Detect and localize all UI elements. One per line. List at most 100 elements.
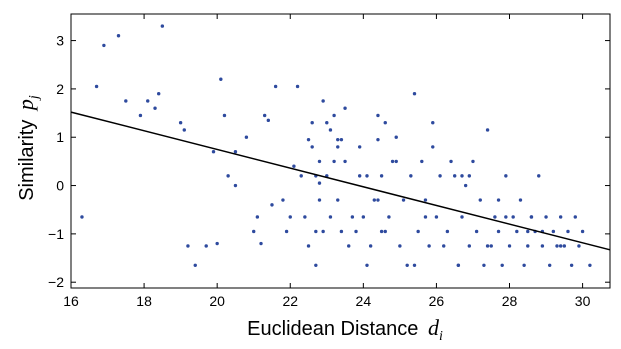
y-tick-label: 2	[56, 81, 64, 97]
data-point	[577, 244, 581, 248]
data-point	[537, 174, 541, 178]
data-point	[354, 229, 358, 234]
x-tick-label: 30	[575, 293, 591, 309]
data-point	[314, 263, 318, 267]
x-tick-label: 28	[502, 293, 518, 309]
data-point	[588, 263, 592, 267]
data-point	[124, 99, 128, 103]
data-point	[569, 263, 574, 267]
data-point	[394, 135, 398, 139]
data-point	[317, 159, 322, 164]
data-point	[383, 229, 387, 234]
data-point	[558, 244, 563, 248]
data-point	[204, 244, 208, 248]
y-axis-label-symbol: p	[13, 99, 38, 112]
data-point	[182, 128, 186, 132]
data-point	[511, 215, 515, 219]
plot-points	[80, 24, 592, 267]
data-point	[328, 215, 333, 219]
data-point	[153, 106, 157, 110]
data-point	[409, 174, 413, 178]
data-point	[478, 198, 482, 202]
data-point	[463, 183, 468, 188]
data-point	[299, 174, 303, 178]
y-axis-label-text: Similarity	[16, 120, 38, 201]
data-point	[372, 198, 377, 202]
data-point	[485, 244, 490, 248]
data-point	[325, 121, 329, 125]
data-point	[252, 229, 256, 234]
y-tick-label: −2	[48, 274, 64, 290]
data-point	[540, 244, 545, 248]
data-point	[390, 159, 395, 164]
data-point	[529, 215, 534, 219]
y-axis-label: Similarity pj	[13, 95, 42, 201]
data-point	[504, 215, 508, 219]
data-point	[339, 137, 344, 142]
x-tick-label: 16	[63, 293, 79, 309]
data-point	[452, 174, 457, 178]
data-point	[431, 145, 435, 149]
data-point	[379, 174, 384, 178]
data-point	[270, 203, 274, 207]
data-point	[233, 150, 238, 154]
data-point	[496, 229, 501, 234]
data-point	[518, 198, 523, 202]
plot-frame	[70, 13, 611, 289]
data-point	[562, 244, 567, 248]
data-point	[321, 229, 325, 234]
data-point	[262, 113, 267, 118]
data-point	[427, 244, 431, 248]
data-point	[343, 106, 347, 110]
data-point	[233, 183, 238, 188]
data-point	[580, 229, 585, 234]
data-point	[555, 244, 559, 248]
data-point	[467, 174, 472, 178]
data-point	[376, 113, 380, 118]
data-point	[489, 244, 493, 248]
data-point	[368, 244, 373, 248]
data-point	[526, 244, 530, 248]
data-point	[310, 121, 314, 125]
y-axis-ticks: −2 −1 0 1 2 3	[48, 33, 610, 290]
data-point	[500, 263, 504, 267]
data-point	[504, 174, 508, 178]
data-point	[310, 145, 314, 149]
data-point	[573, 215, 577, 219]
data-point	[460, 215, 464, 219]
data-point	[398, 244, 402, 248]
data-point	[284, 229, 289, 234]
data-point	[416, 229, 420, 234]
data-point	[219, 77, 223, 81]
data-point	[138, 113, 143, 118]
data-point	[526, 229, 530, 234]
data-point	[321, 99, 325, 103]
x-axis-label: Euclidean Distance di	[247, 315, 443, 344]
data-point	[548, 263, 552, 267]
data-point	[558, 215, 563, 219]
data-point	[295, 84, 300, 89]
data-point	[566, 229, 570, 234]
data-point	[281, 198, 285, 202]
data-point	[314, 229, 318, 234]
x-tick-label: 18	[136, 293, 152, 309]
y-tick-label: 1	[56, 129, 64, 145]
data-point	[471, 159, 475, 164]
data-point	[485, 128, 490, 132]
data-point	[551, 229, 556, 234]
data-point	[255, 215, 260, 219]
x-tick-label: 22	[282, 293, 298, 309]
data-point	[434, 215, 439, 219]
data-point	[438, 174, 442, 178]
data-point	[292, 164, 296, 168]
y-axis-label-subscript: j	[27, 95, 42, 101]
data-point	[317, 181, 322, 185]
regression-line	[70, 111, 611, 251]
data-point	[215, 241, 219, 246]
data-point	[474, 229, 479, 234]
data-point	[496, 198, 501, 202]
data-point	[376, 198, 380, 202]
data-point	[365, 263, 369, 267]
data-point	[288, 215, 292, 219]
data-point	[160, 24, 165, 28]
